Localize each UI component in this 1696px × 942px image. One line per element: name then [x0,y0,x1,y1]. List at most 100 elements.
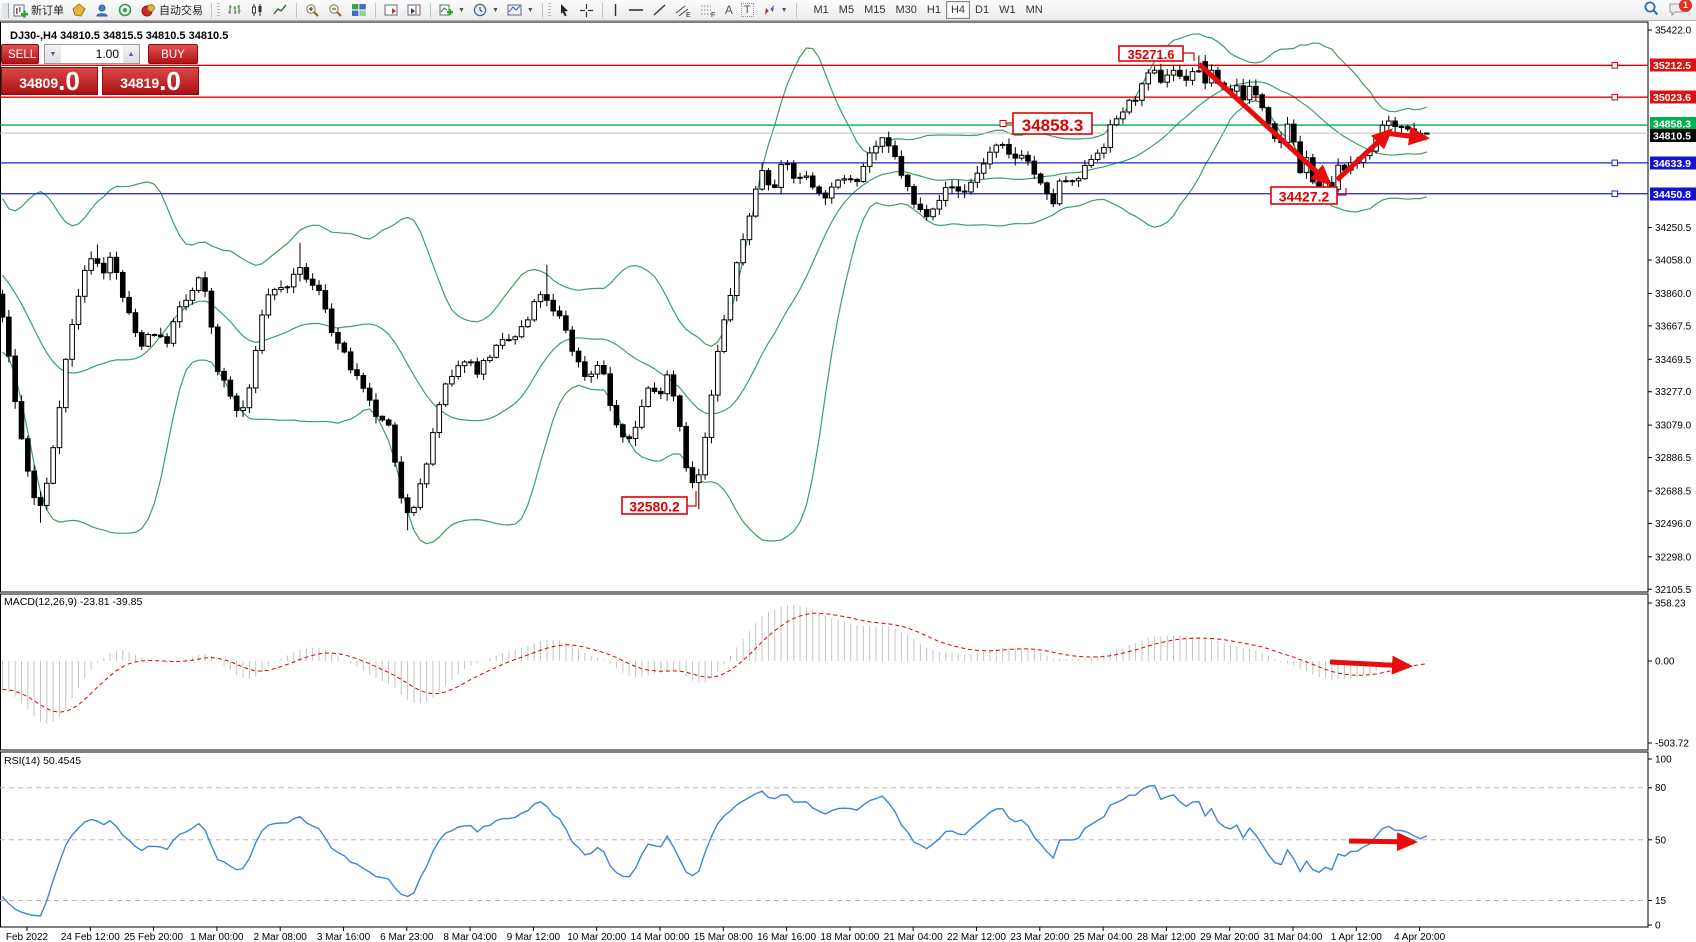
fibonacci-tool-button[interactable]: F [696,1,721,20]
price-axis-tick: 33860.0 [1655,289,1692,300]
price-badge-34858.3 [1650,117,1696,130]
dropdown-caret-icon: ▼ [526,6,534,14]
volume-stepper: ▼ 1.00 ▲ [44,44,140,64]
sell-price-panel[interactable]: 34809.0 [1,67,98,95]
trend-arrow-0[interactable] [1197,62,1332,186]
timeframe-button-m15[interactable]: M15 [859,1,890,19]
text-label-tool-button[interactable]: T [737,1,758,20]
equidistant-channel-tool-button[interactable]: E [671,1,696,20]
trend-arrow-1[interactable] [1335,128,1393,182]
candle-chart-type-button[interactable] [246,1,269,20]
volume-increase-button[interactable]: ▲ [123,45,139,63]
timeframe-button-mn[interactable]: MN [1021,1,1048,19]
timeframe-button-d1[interactable]: D1 [970,1,994,19]
cursor-tool-button[interactable] [554,1,575,20]
time-axis-label: 23 Mar 20:00 [1010,932,1069,942]
timeframe-button-w1[interactable]: W1 [994,1,1021,19]
annotation-box[interactable] [1012,112,1093,135]
chart-shift-button[interactable] [403,1,426,20]
time-axis-label: 21 Mar 04:00 [884,932,943,942]
price-badge-text: 34633.9 [1653,158,1691,170]
sell-price-pips: .0 [58,66,80,96]
auto-scroll-button[interactable] [380,1,403,20]
annotation-box[interactable] [1118,45,1184,62]
chart-canvas[interactable]: 35422.0 34250.5 34058.0 33860.0 33667.5 33469… [0,21,1696,942]
add-indicator-button[interactable]: ▼ [435,1,469,20]
period-clock-button[interactable]: ▼ [469,1,503,20]
time-axis-label: 14 Mar 00:00 [631,932,690,942]
rsi-line [1,784,1428,917]
buy-price: 34819 [120,75,160,91]
price-badge-35212.5 [1650,58,1696,72]
dropdown-caret-icon: ▼ [491,6,499,14]
macd-axis-tick: 358.23 [1655,599,1686,610]
trendline-tool-button[interactable] [648,1,671,20]
pane-border-1 [0,593,1649,751]
level-handle-35212.5[interactable] [1611,62,1619,69]
buy-button[interactable]: BUY [148,44,198,64]
volume-input[interactable]: 1.00 [61,45,123,63]
level-handle-35023.6[interactable] [1611,93,1619,101]
time-axis-label: 2 Mar 08:00 [254,932,308,942]
price-axis-tick: 32688.5 [1655,486,1692,497]
annotation-box[interactable] [1270,186,1338,205]
search-icon[interactable] [1643,0,1660,20]
trend-arrow-3[interactable] [1329,655,1413,675]
macd-axis-tick: -503.72 [1655,739,1689,750]
rsi-indicator-label: RSI(14) 50.4545 [4,755,82,767]
separator [430,2,431,18]
new-order-button[interactable]: 新订单 [9,1,68,20]
crosshair-tool-button[interactable] [575,1,598,20]
grip [217,3,220,17]
timeframe-button-m1[interactable]: M1 [809,1,834,19]
time-axis-label: 10 Mar 20:00 [567,932,626,942]
annotation-text-34427.2: 34427.2 [1279,189,1330,205]
sell-button[interactable]: SELL [1,44,39,64]
horizontal-line-tool-button[interactable] [624,1,648,20]
template-button[interactable]: ▼ [503,1,538,20]
level-handle-34633.9[interactable] [1611,159,1619,167]
timeframe-button-m30[interactable]: M30 [890,1,921,19]
time-axis-label: 24 Feb 12:00 [61,932,120,942]
annotation-text-32580.2: 32580.2 [629,499,680,515]
price-badge-34810.5 [1650,129,1696,142]
separator [375,2,376,18]
separator [601,2,603,18]
text-tool-button[interactable]: A [721,1,737,20]
line-chart-type-button[interactable] [269,1,292,20]
community-icon-button[interactable] [91,1,114,20]
vertical-line-tool-button[interactable] [607,1,624,20]
bar-chart-type-button[interactable] [223,1,246,20]
annotation-box[interactable] [621,496,688,515]
tile-windows-button[interactable] [347,1,371,20]
new-order-icon [13,3,28,18]
clipped-icon [2,2,9,18]
timeframe-button-h1[interactable]: H1 [922,1,946,19]
annotation-anchor[interactable] [999,120,1007,127]
zoom-out-button[interactable] [324,1,347,20]
arrows-tool-button[interactable]: ▼ [758,1,792,20]
zoom-in-button[interactable] [301,1,324,20]
timeframe-button-h4[interactable]: H4 [945,1,970,19]
timeframe-button-m5[interactable]: M5 [834,1,859,19]
market-watch-icon-button[interactable] [68,1,91,20]
volume-decrease-button[interactable]: ▼ [45,45,61,63]
dropdown-caret-icon: ▼ [458,6,465,14]
auto-trading-button[interactable]: 自动交易 [137,1,207,20]
separator [795,2,797,18]
price-axis-tick: 32886.5 [1655,453,1692,464]
signals-icon-button[interactable] [114,1,137,20]
separator [296,2,297,18]
chart-title: DJ30-,H4 34810.5 34815.5 34810.5 34810.5 [10,30,229,42]
level-handle-34450.8[interactable] [1611,190,1619,198]
trend-arrow-2[interactable] [1383,126,1430,146]
price-badge-text: 35212.5 [1653,60,1691,72]
trend-arrow-4[interactable] [1348,832,1418,852]
price-axis-tick: 33469.5 [1655,355,1692,366]
rsi-axis-tick: 50 [1655,835,1667,846]
notifications-chat-icon[interactable]: 1 [1668,0,1692,19]
price-badge-34633.9 [1650,156,1696,170]
buy-price-panel[interactable]: 34819.0 [102,67,199,95]
price-axis-tick: 34058.0 [1655,256,1692,267]
price-axis-tick: 33079.0 [1655,421,1692,432]
